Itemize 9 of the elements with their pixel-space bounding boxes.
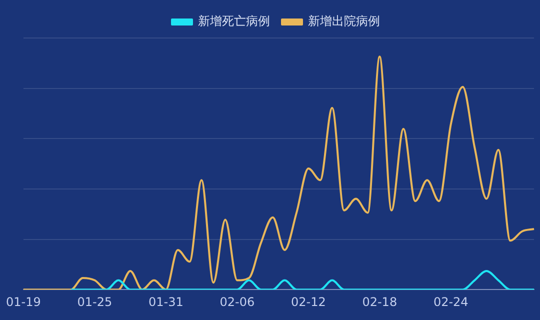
x-tick-label: 02-06 — [220, 294, 255, 309]
legend-label: 新增死亡病例 — [198, 14, 270, 28]
x-tick-label: 02-12 — [290, 294, 326, 309]
x-tick-label: 02-18 — [362, 294, 398, 309]
x-tick-label: 01-31 — [148, 294, 184, 309]
x-tick-label: 01-19 — [6, 294, 41, 309]
x-tick-label: 01-25 — [77, 294, 112, 309]
legend-label: 新增出院病例 — [308, 14, 380, 28]
x-tick-label: 02-24 — [433, 294, 468, 309]
